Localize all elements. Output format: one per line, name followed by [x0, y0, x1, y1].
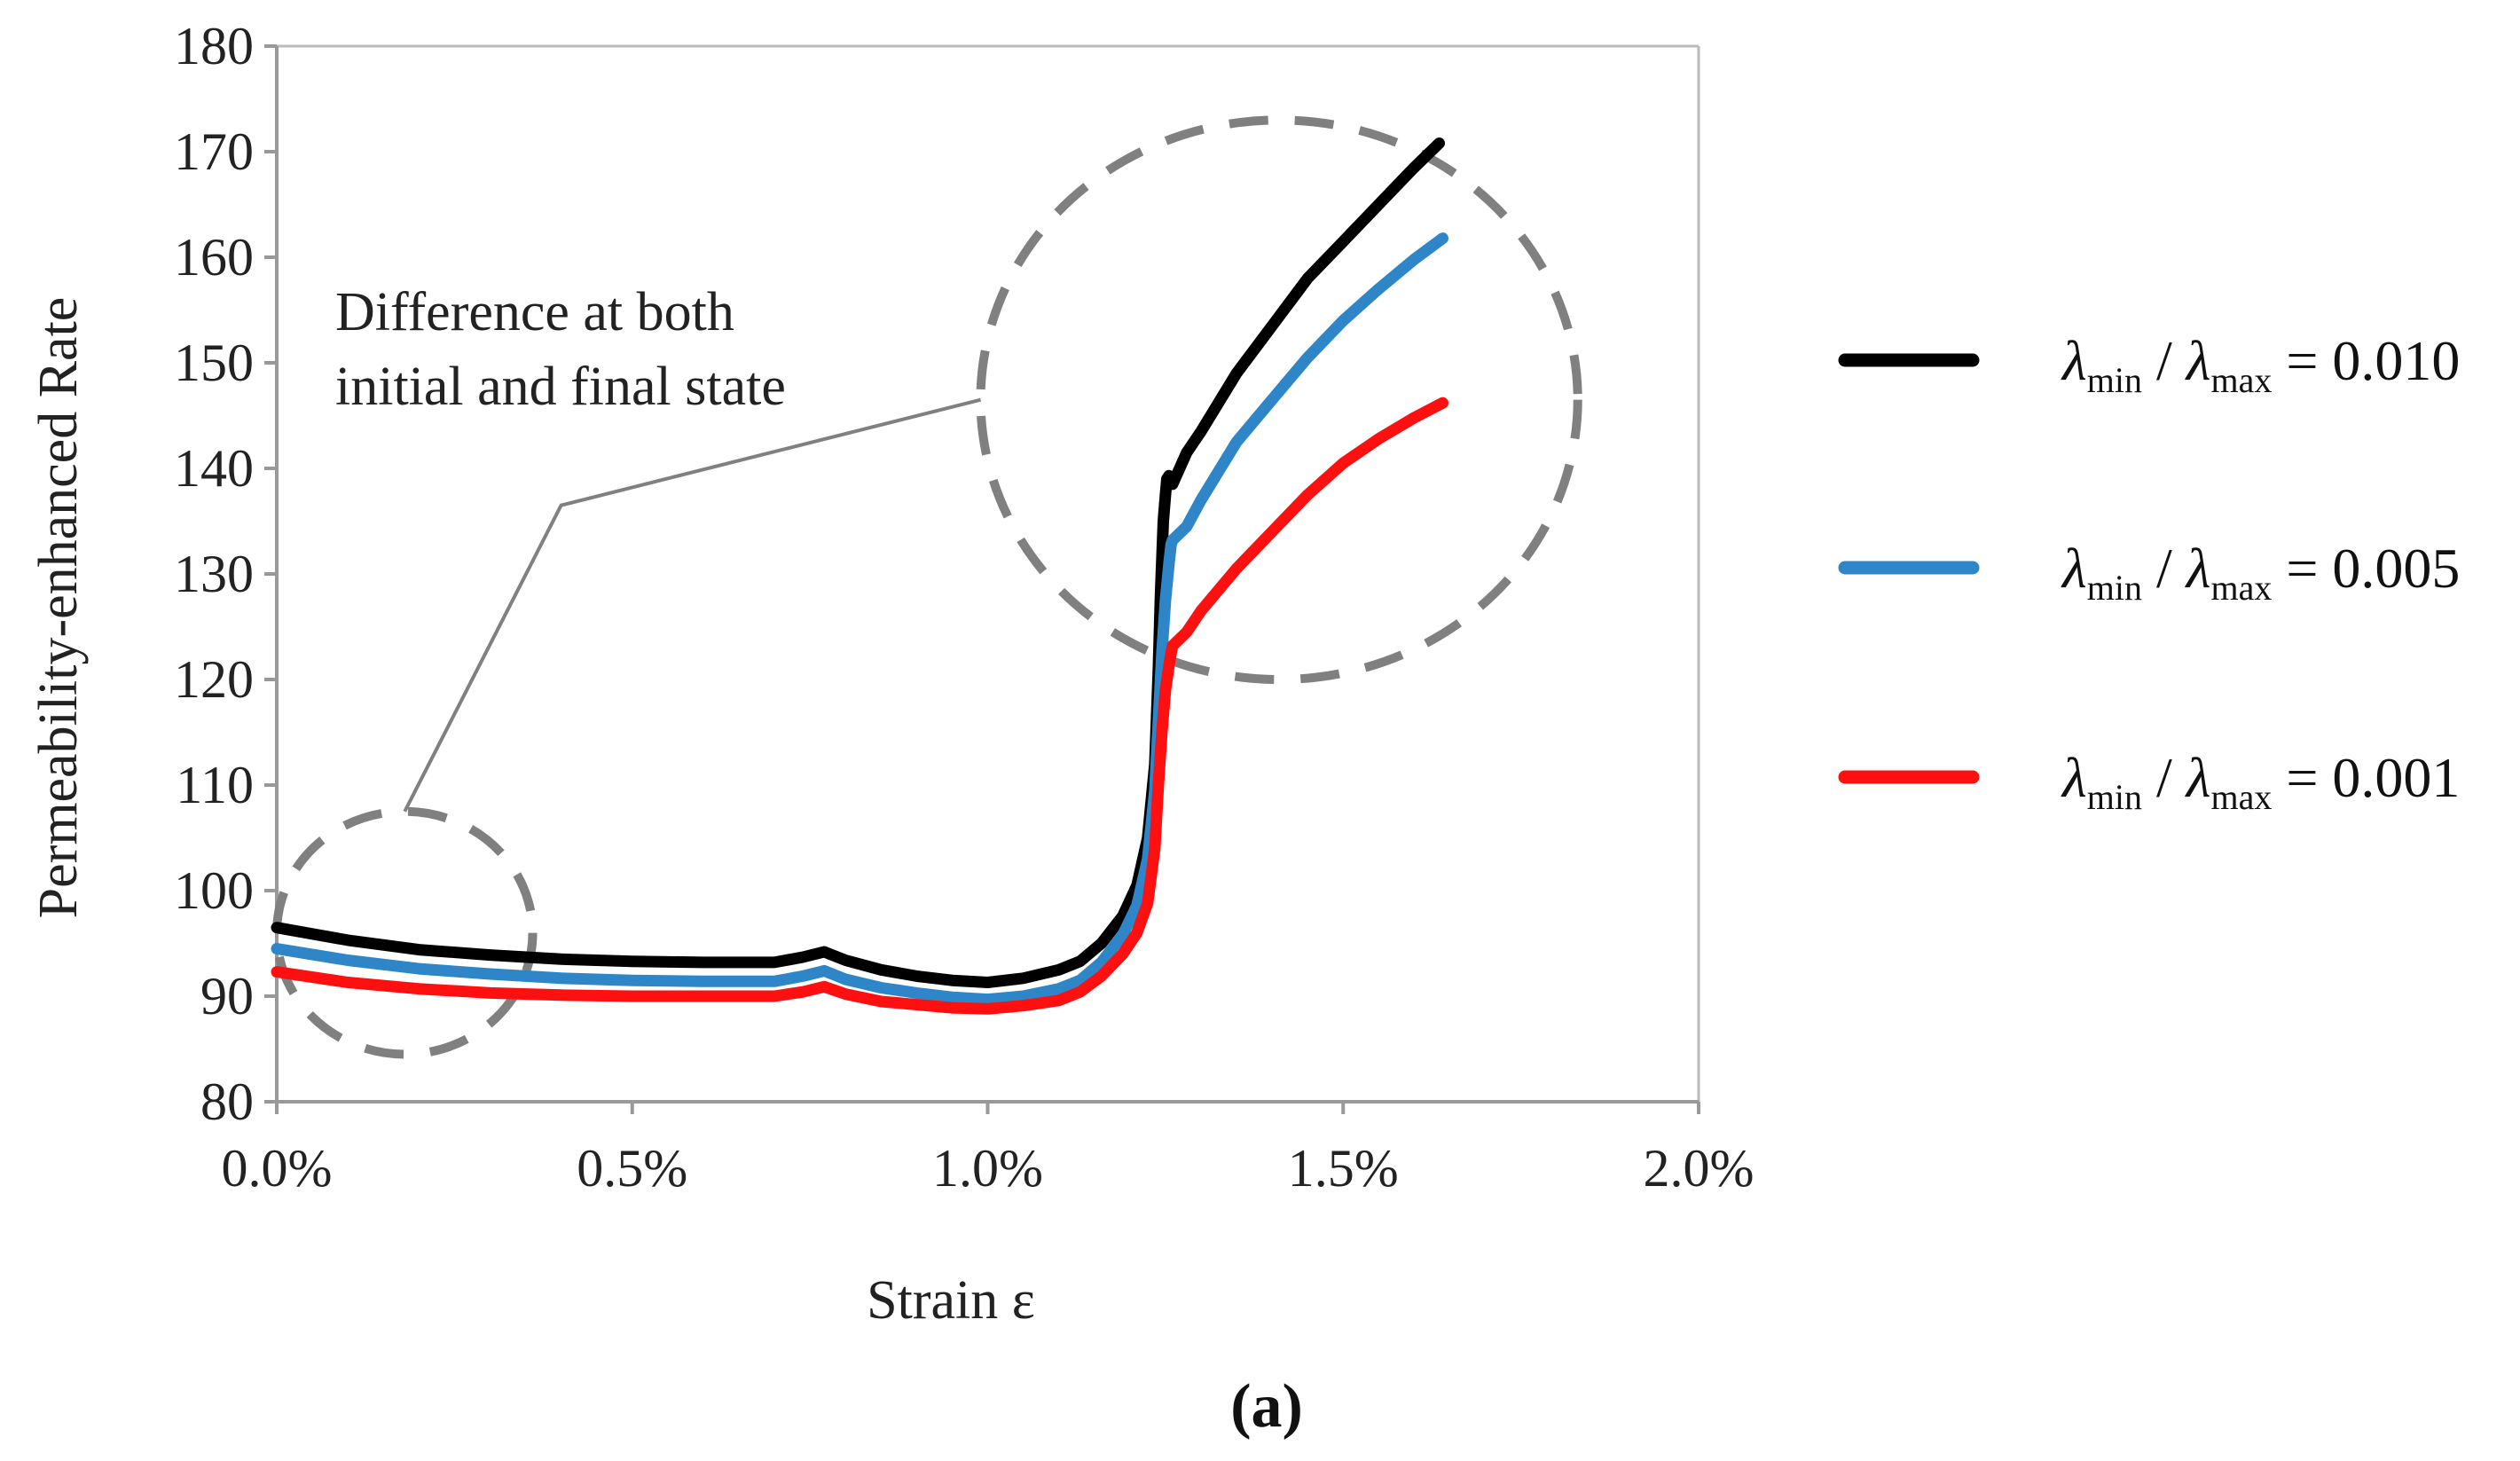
y-tick-label: 180 [174, 17, 254, 75]
x-tick-label: 0.5% [577, 1139, 687, 1198]
y-tick-label: 80 [200, 1072, 254, 1131]
legend: λmin / λmax = 0.010 λmin / λmax = 0.005 λm… [1838, 329, 2460, 817]
series-line-1 [271, 137, 1445, 988]
figure-caption: (a) [1230, 1372, 1303, 1441]
legend-label-1: λmin / λmax = 0.010 [2061, 329, 2460, 400]
y-tick-label: 110 [176, 756, 254, 814]
y-axis-ticks: 80 90 100 110 120 130 140 150 160 170 180 [174, 17, 277, 1131]
x-axis-label: Strain ε [867, 1270, 1035, 1331]
series-line-2 [271, 232, 1448, 1006]
y-tick-label: 170 [174, 122, 254, 181]
annotation-line-1: Difference at both [335, 282, 734, 342]
annotation: Difference at both initial and final sta… [335, 282, 786, 417]
x-tick-label: 1.5% [1288, 1139, 1399, 1198]
annotation-line-2: initial and final state [335, 357, 786, 417]
x-tick-label: 1.0% [932, 1139, 1043, 1198]
highlight-regions [272, 115, 1582, 1059]
x-tick-label: 2.0% [1644, 1139, 1755, 1198]
y-tick-label: 90 [200, 967, 254, 1025]
x-axis-ticks: 0.0% 0.5% 1.0% 1.5% 2.0% [222, 1102, 1755, 1198]
y-tick-label: 120 [174, 650, 254, 709]
y-tick-label: 150 [174, 334, 254, 392]
y-tick-label: 160 [174, 228, 254, 287]
legend-label-2: λmin / λmax = 0.005 [2061, 537, 2460, 608]
y-tick-label: 140 [174, 439, 254, 498]
highlight-circle-initial [272, 806, 538, 1059]
legend-label-3: λmin / λmax = 0.001 [2061, 746, 2460, 817]
y-axis-label: Permeability-enhanced Rate [28, 297, 89, 919]
series-layer [271, 137, 1448, 1015]
annotation-leader-line [403, 397, 981, 813]
series-line-3 [271, 397, 1448, 1015]
x-tick-label: 0.0% [222, 1139, 333, 1198]
plot-area [275, 44, 1700, 1104]
y-tick-label: 130 [174, 545, 254, 603]
highlight-circle-final [976, 115, 1582, 684]
y-tick-label: 100 [174, 861, 254, 920]
